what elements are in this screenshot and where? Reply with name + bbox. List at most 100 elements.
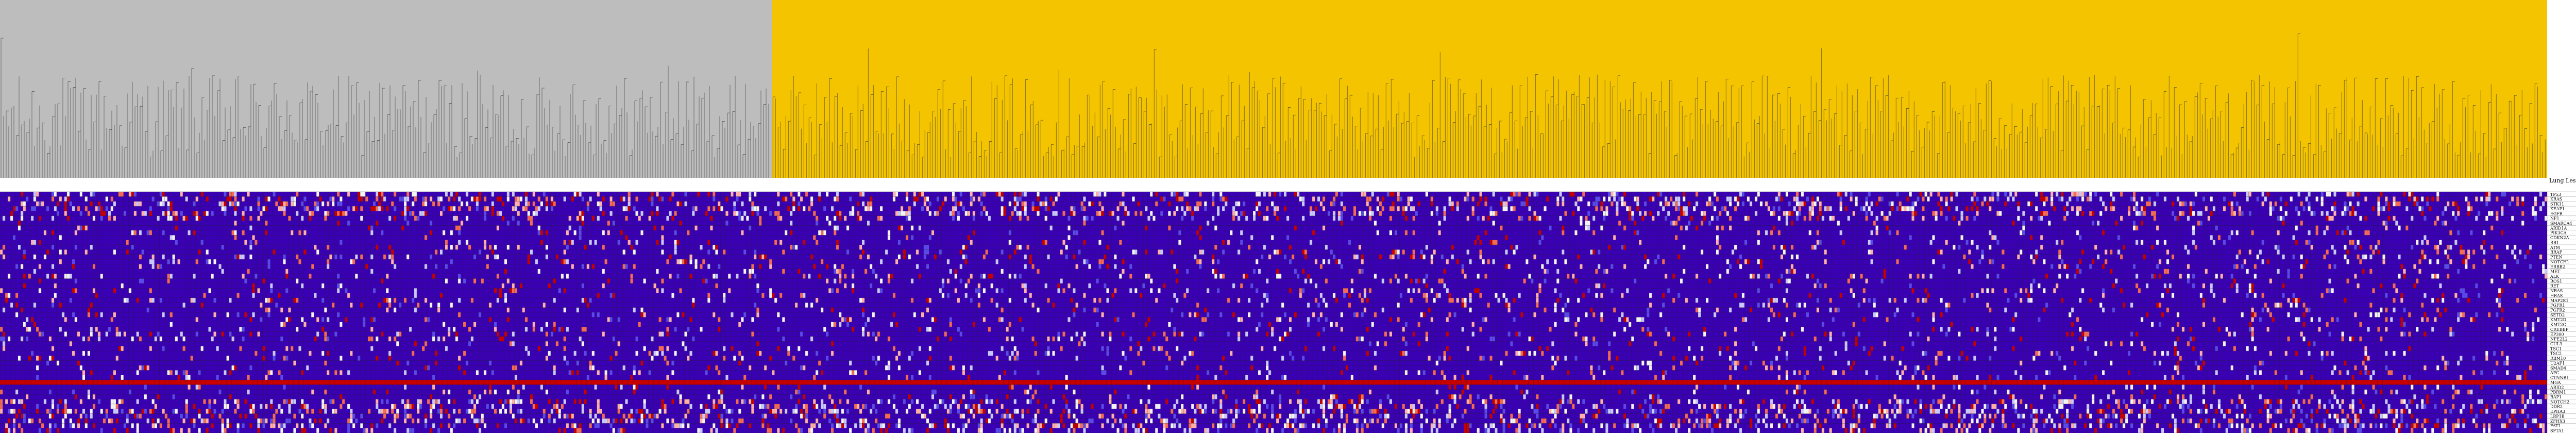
heatmap-cell xyxy=(2364,230,2367,236)
heatmap-cell xyxy=(1696,202,1698,207)
heatmap-cell xyxy=(2308,240,2311,245)
heatmap-cell xyxy=(2457,312,2460,317)
heatmap-cell xyxy=(1989,245,1991,250)
heatmap-cell xyxy=(1405,206,1408,211)
heatmap-cell xyxy=(2205,206,2208,211)
heatmap-cell xyxy=(1294,192,1297,197)
heatmap-cell xyxy=(111,196,113,202)
heatmap-cell xyxy=(2436,245,2439,250)
heatmap-cell xyxy=(1106,245,1109,250)
heatmap-cell xyxy=(1456,298,1459,303)
heatmap-cell xyxy=(1528,216,1531,221)
heatmap-cell xyxy=(1896,308,1899,313)
heatmap-cell xyxy=(1793,206,1796,211)
heatmap-cell xyxy=(2426,317,2429,322)
heatmap-cell xyxy=(1564,259,1567,264)
heatmap-cell xyxy=(980,202,983,207)
heatmap-cell xyxy=(2030,298,2032,303)
heatmap-cell xyxy=(1747,196,1750,202)
heatmap-cell xyxy=(139,278,142,283)
heatmap-cell xyxy=(265,308,267,313)
heatmap-cell xyxy=(952,206,955,211)
heatmap-cell xyxy=(455,245,458,250)
heatmap-cell xyxy=(525,317,528,322)
heatmap-cell xyxy=(1866,196,1868,202)
heatmap-cell xyxy=(769,293,772,298)
heatmap-cell xyxy=(880,216,883,221)
heatmap-cell xyxy=(669,255,671,260)
heatmap-cell xyxy=(1199,226,1201,231)
heatmap-cell xyxy=(2136,202,2138,207)
heatmap-cell xyxy=(2457,269,2460,274)
heatmap-cell xyxy=(1937,202,1940,207)
heatmap-cell xyxy=(448,206,450,211)
heatmap-cell xyxy=(1286,235,1289,240)
heatmap-cell xyxy=(1605,206,1608,211)
heatmap-cell xyxy=(1495,211,1497,216)
heatmap-cell xyxy=(1214,226,1217,231)
heatmap-cell xyxy=(1778,230,1781,236)
heatmap-cell xyxy=(2387,216,2390,221)
heatmap-cell xyxy=(777,202,779,207)
heatmap-cell xyxy=(1804,303,1806,308)
heatmap-cell xyxy=(265,196,267,202)
heatmap-cell xyxy=(1410,196,1413,202)
heatmap-cell xyxy=(713,192,715,197)
heatmap-cell xyxy=(309,274,311,279)
heatmap-cell xyxy=(2136,211,2138,216)
heatmap-cell xyxy=(1032,202,1035,207)
heatmap-cell xyxy=(1605,269,1608,274)
heatmap-cell xyxy=(2202,298,2205,303)
heatmap-cell xyxy=(2130,196,2133,202)
heatmap-cell xyxy=(2143,211,2146,216)
heatmap-cell xyxy=(1721,226,1724,231)
heatmap-cell xyxy=(1173,293,1176,298)
heatmap-cell xyxy=(779,293,782,298)
heatmap-cell xyxy=(1480,240,1482,245)
heatmap-cell xyxy=(931,317,934,322)
heatmap-cell xyxy=(839,278,841,283)
heatmap-cell xyxy=(628,192,631,197)
heatmap-cell xyxy=(1649,293,1652,298)
heatmap-cell xyxy=(1456,202,1459,207)
heatmap-cell xyxy=(1958,269,1960,274)
heatmap-cell xyxy=(1595,293,1598,298)
heatmap-cell xyxy=(1009,255,1011,260)
heatmap-cell xyxy=(1302,249,1304,255)
heatmap-cell xyxy=(2534,196,2537,202)
heatmap-cell xyxy=(1932,211,1935,216)
heatmap-cell xyxy=(2192,226,2195,231)
heatmap-cell xyxy=(1520,202,1523,207)
heatmap-cell xyxy=(1444,216,1446,221)
heatmap-cell xyxy=(2040,245,2043,250)
heatmap-cell xyxy=(458,278,461,283)
heatmap-cell xyxy=(2102,264,2105,269)
heatmap-cell xyxy=(1577,255,1580,260)
heatmap-cell xyxy=(1245,274,1248,279)
heatmap-cell xyxy=(296,255,298,260)
heatmap-cell xyxy=(453,216,455,221)
heatmap-cell xyxy=(229,202,231,207)
heatmap-cell xyxy=(1433,249,1436,255)
heatmap-cell xyxy=(991,298,993,303)
heatmap-cell xyxy=(1124,206,1127,211)
heatmap-cell xyxy=(1773,312,1775,317)
heatmap-cell xyxy=(224,192,226,197)
heatmap-cell xyxy=(296,298,298,303)
heatmap-cell xyxy=(1168,211,1171,216)
heatmap-cell xyxy=(828,221,831,226)
heatmap-cell xyxy=(970,240,973,245)
heatmap-cell xyxy=(1616,211,1618,216)
heatmap-cell xyxy=(569,216,571,221)
heatmap-cell xyxy=(512,288,515,293)
heatmap-cell xyxy=(1866,278,1868,283)
heatmap-cell xyxy=(2233,264,2236,269)
heatmap-cell xyxy=(327,245,329,250)
heatmap-cell xyxy=(90,327,93,332)
heatmap-cell xyxy=(2467,249,2470,255)
heatmap-cell xyxy=(893,196,895,202)
heatmap-cell xyxy=(2269,211,2272,216)
heatmap-cell xyxy=(2269,202,2272,207)
heatmap-cell xyxy=(790,221,792,226)
heatmap-cell xyxy=(582,264,584,269)
